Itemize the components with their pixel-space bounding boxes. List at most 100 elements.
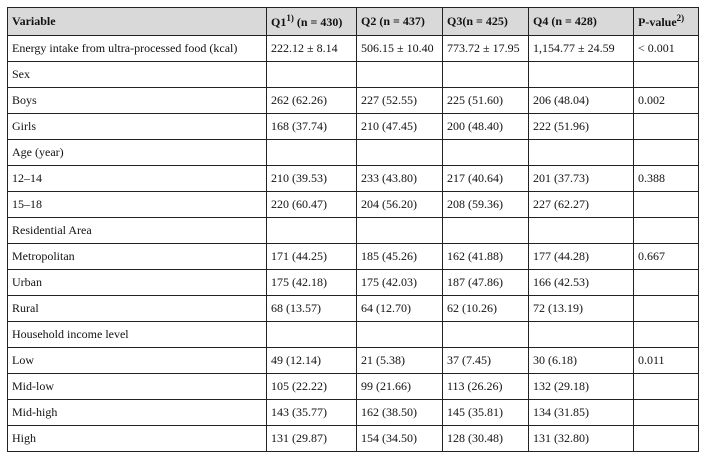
table-cell — [528, 139, 634, 166]
table-cell: 154 (34.50) — [356, 425, 443, 452]
table-cell: 0.002 — [633, 87, 699, 114]
table-cell — [633, 269, 699, 296]
table-cell: Residential Area — [7, 217, 267, 244]
table-cell: 177 (44.28) — [528, 243, 634, 270]
table-cell — [442, 61, 529, 88]
header-text: Q1 — [271, 15, 287, 29]
table-cell: Girls — [7, 113, 267, 140]
table-row: Energy intake from ultra-processed food … — [7, 35, 699, 62]
header-text: Q4 (n = 428) — [533, 14, 597, 28]
header-cell: Q3(n = 425) — [442, 7, 529, 36]
header-cell: Q11) (n = 430) — [266, 7, 357, 36]
table-row: 12–14 210 (39.53) 233 (43.80) 217 (40.64) 20… — [7, 165, 699, 192]
table-cell — [266, 139, 357, 166]
table-cell — [633, 399, 699, 426]
table-cell: Sex — [7, 61, 267, 88]
table-cell: 12–14 — [7, 165, 267, 192]
table-cell: 233 (43.80) — [356, 165, 443, 192]
table-row: Mid-low 105 (22.22) 99 (21.66) 113 (26.26) 1… — [7, 373, 699, 400]
table-cell: 68 (13.57) — [266, 295, 357, 322]
header-cell: Q4 (n = 428) — [528, 7, 634, 36]
table-cell — [633, 373, 699, 400]
table-cell — [442, 139, 529, 166]
table-cell — [633, 139, 699, 166]
table-cell: 227 (52.55) — [356, 87, 443, 114]
table-cell: 200 (48.40) — [442, 113, 529, 140]
table-cell: 105 (22.22) — [266, 373, 357, 400]
table-row: Rural 68 (13.57) 64 (12.70) 62 (10.26) 72 (1… — [7, 295, 699, 322]
table-cell: 208 (59.36) — [442, 191, 529, 218]
table-cell: Rural — [7, 295, 267, 322]
table-cell — [633, 425, 699, 452]
table-cell: 225 (51.60) — [442, 87, 529, 114]
table-cell: 210 (39.53) — [266, 165, 357, 192]
table-cell: 262 (62.26) — [266, 87, 357, 114]
table-cell: 64 (12.70) — [356, 295, 443, 322]
table-row: Urban 175 (42.18) 175 (42.03) 187 (47.86) 16… — [7, 269, 699, 296]
table-cell — [528, 217, 634, 244]
table-cell: 113 (26.26) — [442, 373, 529, 400]
table-body: Energy intake from ultra-processed food … — [7, 35, 699, 452]
table-cell — [528, 61, 634, 88]
table-row: 15–18 220 (60.47) 204 (56.20) 208 (59.36) 22… — [7, 191, 699, 218]
table-cell: 1,154.77 ± 24.59 — [528, 35, 634, 62]
table-cell: 134 (31.85) — [528, 399, 634, 426]
table-cell: 128 (30.48) — [442, 425, 529, 452]
table-cell: 220 (60.47) — [266, 191, 357, 218]
table-cell: Household income level — [7, 321, 267, 348]
table-cell — [266, 321, 357, 348]
table-cell — [266, 217, 357, 244]
table-cell: 132 (29.18) — [528, 373, 634, 400]
table-cell: 162 (38.50) — [356, 399, 443, 426]
header-cell: Q2 (n = 437) — [356, 7, 443, 36]
table-cell: 227 (62.27) — [528, 191, 634, 218]
table-cell: 145 (35.81) — [442, 399, 529, 426]
table-cell — [356, 217, 443, 244]
table-cell: Age (year) — [7, 139, 267, 166]
table-cell: 185 (45.26) — [356, 243, 443, 270]
footnote-mark: 1) — [286, 13, 294, 23]
data-table: Variable Q11) (n = 430) Q2 (n = 437) Q3(n =… — [7, 7, 699, 452]
table-row: Girls 168 (37.74) 210 (47.45) 200 (48.40) 22… — [7, 113, 699, 140]
table-cell: 62 (10.26) — [442, 295, 529, 322]
table-cell: 187 (47.86) — [442, 269, 529, 296]
table-cell — [266, 61, 357, 88]
table-row: Age (year) — [7, 139, 699, 166]
table-cell: 0.388 — [633, 165, 699, 192]
table-cell: 222.12 ± 8.14 — [266, 35, 357, 62]
table-cell — [356, 321, 443, 348]
table-cell: 175 (42.18) — [266, 269, 357, 296]
header-cell: P-value2) — [633, 7, 699, 36]
table-cell: 143 (35.77) — [266, 399, 357, 426]
header-text: Q3(n = 425) — [447, 14, 508, 28]
table-cell: High — [7, 425, 267, 452]
table-row: Residential Area — [7, 217, 699, 244]
table-cell: < 0.001 — [633, 35, 699, 62]
table-cell: Boys — [7, 87, 267, 114]
table-cell: 506.15 ± 10.40 — [356, 35, 443, 62]
table-row: High 131 (29.87) 154 (34.50) 128 (30.48) 131… — [7, 425, 699, 452]
table-cell: 201 (37.73) — [528, 165, 634, 192]
table-cell: Urban — [7, 269, 267, 296]
table-cell: 99 (21.66) — [356, 373, 443, 400]
table-cell: 0.011 — [633, 347, 699, 374]
table-cell: 773.72 ± 17.95 — [442, 35, 529, 62]
table-cell — [356, 139, 443, 166]
header-text: Q2 (n = 437) — [361, 14, 425, 28]
table-cell: 15–18 — [7, 191, 267, 218]
table-cell: Low — [7, 347, 267, 374]
table-cell — [442, 217, 529, 244]
table-cell: 37 (7.45) — [442, 347, 529, 374]
table-cell — [528, 321, 634, 348]
footnote-mark: 2) — [676, 13, 685, 23]
header-cell: Variable — [7, 7, 267, 36]
table-cell: 210 (47.45) — [356, 113, 443, 140]
table-cell: 175 (42.03) — [356, 269, 443, 296]
table-cell: Energy intake from ultra-processed food … — [7, 35, 267, 62]
table-cell: 72 (13.19) — [528, 295, 634, 322]
table-cell — [633, 61, 699, 88]
header-text: Variable — [12, 14, 56, 28]
table-cell: 131 (29.87) — [266, 425, 357, 452]
table-cell: 30 (6.18) — [528, 347, 634, 374]
